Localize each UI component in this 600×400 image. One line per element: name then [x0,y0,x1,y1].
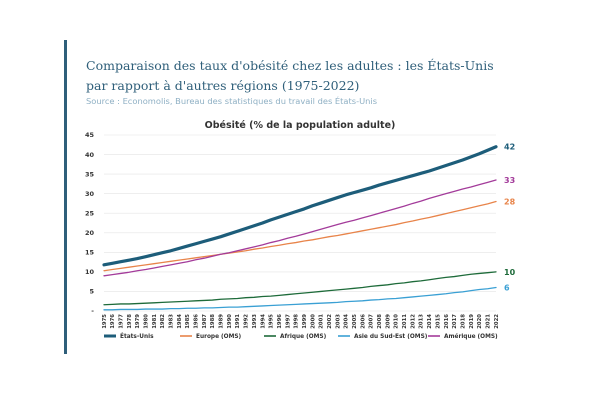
x-tick-label: 2016 [444,314,450,329]
y-tick-label: 30 [85,190,95,198]
y-tick-label: 5 [89,288,94,296]
x-tick-label: 2004 [344,314,350,329]
x-tick-label: 1994 [260,314,266,329]
x-tick-label: 1989 [219,314,225,329]
x-tick-label: 1997 [285,314,291,329]
series-line-amerique-oms [103,179,497,277]
x-tick-label: 2010 [394,314,400,329]
x-axis-ticks: 1975 1976 1977 1978 1979 1980 1981 1982 1983 1984… [102,314,500,329]
plot-title: Obésité (% de la population adulte) [205,120,396,131]
y-tick-label: 40 [85,151,95,159]
x-tick-label: 1976 [110,314,116,329]
x-tick-label: 2020 [477,314,483,329]
end-label-asie-du-sud-est-oms: 6 [504,284,510,293]
x-tick-label: 1983 [169,314,175,329]
x-tick-label: 2012 [410,314,416,329]
x-tick-label: 1975 [102,314,108,329]
x-tick-label: 2017 [452,314,458,329]
gridlines [104,134,496,312]
x-tick-label: 1978 [127,314,133,329]
y-tick-label: 25 [85,209,95,217]
x-tick-label: 2014 [427,314,433,329]
x-tick-label: 2005 [352,314,358,329]
y-tick-label: 15 [85,249,95,257]
x-tick-label: 2001 [319,314,325,329]
x-tick-label: 2007 [369,314,375,329]
end-label-amerique-oms: 33 [504,176,515,185]
x-tick-label: 1979 [135,314,141,329]
x-tick-label: 1990 [227,314,233,329]
x-tick-label: 2019 [469,314,475,329]
x-tick-label: 1998 [294,314,300,329]
legend-label: Afrique (OMS) [280,334,327,340]
x-tick-label: 1984 [177,314,183,329]
x-tick-label: 2002 [327,314,333,329]
x-tick-label: 2003 [335,314,341,329]
x-tick-label: 1982 [160,314,166,329]
x-tick-label: 1992 [244,314,250,329]
legend: États-Unis Europe (OMS) Afrique (OMS) Asie … [104,332,498,340]
accent-bar [64,40,67,354]
y-tick-label: - [91,307,94,315]
legend-label: États-Unis [120,332,154,340]
source-note: Source : Economolis, Bureau des statisti… [86,96,378,106]
x-tick-label: 1991 [235,314,241,329]
y-tick-label: 45 [85,131,95,139]
series-line-etats-unis [102,145,498,267]
x-tick-label: 1985 [185,314,191,329]
x-tick-label: 1996 [277,314,283,329]
x-tick-label: 2013 [419,314,425,329]
series-lines [102,145,498,311]
x-tick-label: 2022 [494,314,500,329]
series-line-afrique-oms [103,271,497,306]
legend-label: Europe (OMS) [196,334,242,340]
x-tick-label: 2015 [435,314,441,329]
x-tick-label: 1995 [269,314,275,329]
x-tick-label: 2011 [402,314,408,329]
x-tick-label: 1986 [194,314,200,329]
x-tick-label: 1993 [252,314,258,329]
chart-title: Comparaison des taux d'obésité chez les … [86,58,494,93]
series-line-asie-du-sud-est-oms [103,286,497,311]
x-tick-label: 2008 [377,314,383,329]
x-tick-label: 1988 [210,314,216,329]
series-line-europe-oms [103,200,497,272]
x-tick-label: 2006 [360,314,366,329]
end-label-etats-unis: 42 [504,143,515,152]
y-tick-label: 20 [85,229,95,237]
series-end-labels: 42 28 10 6 33 [504,143,516,293]
legend-label: Asie du Sud-Est (OMS) [354,334,428,340]
end-label-europe-oms: 28 [504,197,516,206]
x-tick-label: 1980 [144,314,150,329]
x-tick-label: 2021 [485,314,491,329]
y-tick-label: 10 [85,268,95,276]
x-tick-label: 1981 [152,314,158,329]
y-tick-label: 35 [85,170,95,178]
x-tick-label: 1999 [302,314,308,329]
legend-label: Amérique (OMS) [444,333,498,340]
x-tick-label: 2018 [460,314,466,329]
x-tick-label: 1977 [118,314,124,329]
y-axis-ticks: - 5 10 15 20 25 30 35 40 45 [85,131,95,315]
end-label-afrique-oms: 10 [504,268,516,277]
x-tick-label: 2009 [385,314,391,329]
x-tick-label: 1987 [202,314,208,329]
x-tick-label: 2000 [310,314,316,329]
